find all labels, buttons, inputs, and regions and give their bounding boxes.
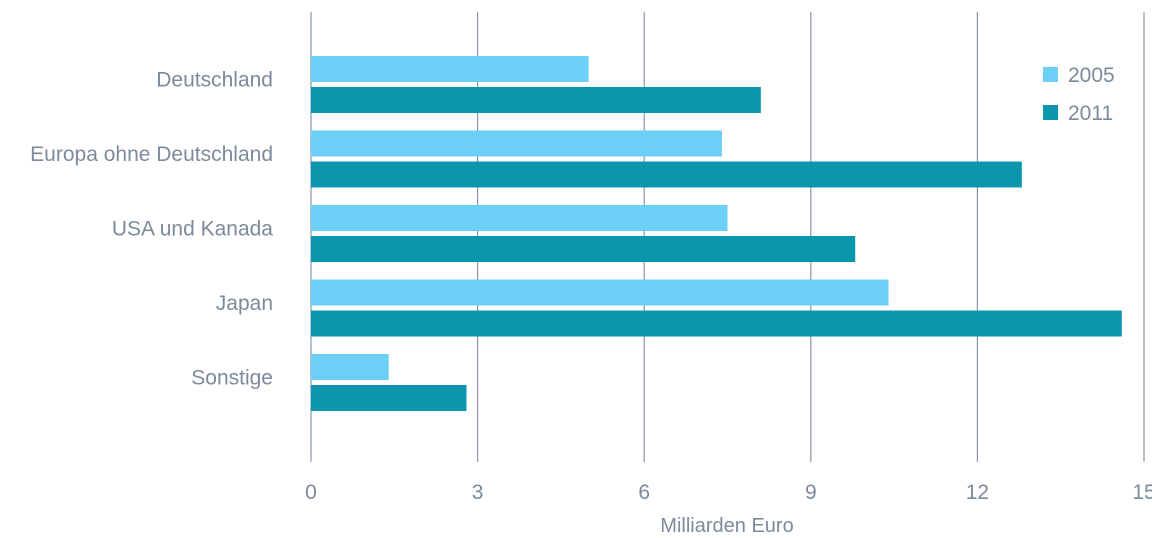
bar-2011-1: [311, 161, 1022, 188]
bar-2011-2: [311, 236, 856, 262]
legend: 2005 2011: [1043, 64, 1115, 125]
bar-2005-1: [311, 130, 722, 157]
bar-2011-0: [311, 87, 761, 113]
bar-2005-4: [311, 354, 389, 380]
legend-swatch-2005: [1043, 67, 1058, 82]
bar-2011-3: [311, 310, 1122, 337]
bar-2005-3: [311, 279, 889, 306]
category-labels: Deutschland Europa ohne Deutschland USA un…: [30, 69, 273, 390]
x-tick-labels: 0 3 6 9 12 15: [305, 481, 1152, 504]
x-axis-title: Milliarden Euro: [660, 515, 793, 537]
legend-label-2011: 2011: [1068, 102, 1113, 125]
legend-label-2005: 2005: [1068, 64, 1115, 87]
bar-2005-0: [311, 56, 589, 82]
bars: [311, 56, 1122, 411]
x-tick-label-15: 15: [1132, 481, 1152, 504]
x-tick-label-3: 3: [472, 481, 484, 504]
category-label-3: Japan: [216, 292, 273, 315]
legend-swatch-2011: [1043, 105, 1058, 120]
x-tick-label-6: 6: [638, 481, 650, 504]
bar-2005-2: [311, 205, 728, 231]
category-label-0: Deutschland: [156, 69, 273, 92]
bar-2011-4: [311, 385, 467, 411]
category-label-4: Sonstige: [191, 367, 273, 390]
x-tick-label-9: 9: [805, 481, 817, 504]
category-label-2: USA und Kanada: [112, 218, 273, 241]
x-tick-label-12: 12: [966, 481, 989, 504]
x-tick-label-0: 0: [305, 481, 317, 504]
category-label-1: Europa ohne Deutschland: [30, 143, 273, 166]
